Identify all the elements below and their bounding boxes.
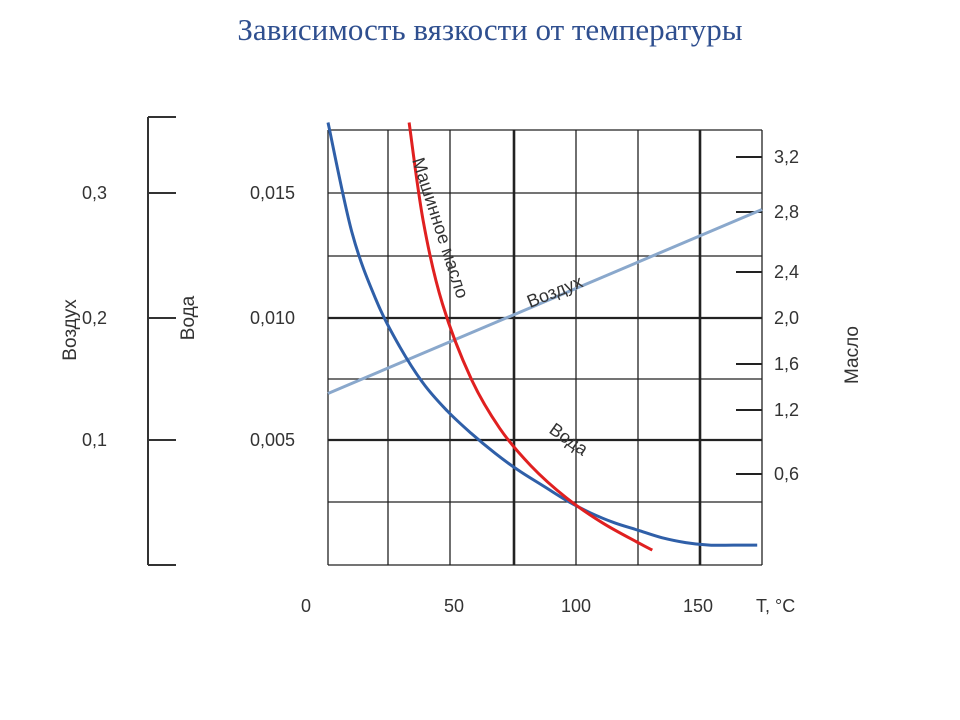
x-tick-label: 100 xyxy=(561,596,591,616)
air-axis-label: Воздух xyxy=(60,299,81,361)
oil-tick-label: 2,8 xyxy=(774,202,799,222)
x-tick-label: 0 xyxy=(301,596,311,616)
x-axis-label: T, °C xyxy=(756,596,795,616)
grid xyxy=(327,129,763,566)
oil-tick-label: 1,6 xyxy=(774,354,799,374)
air-tick-label: 0,2 xyxy=(82,308,107,328)
oil-tick-label: 3,2 xyxy=(774,147,799,167)
series-1-line xyxy=(326,122,758,547)
series-2-line xyxy=(407,122,654,552)
air-tick-label: 0,3 xyxy=(82,183,107,203)
series-0-line xyxy=(327,208,763,395)
oil-tick-label: 2,4 xyxy=(774,262,799,282)
water-axis-label: Вода xyxy=(178,295,199,340)
x-tick-label: 50 xyxy=(444,596,464,616)
oil-tick-label: 2,0 xyxy=(774,308,799,328)
water-tick-label: 0,005 xyxy=(250,430,295,450)
axes xyxy=(147,116,762,566)
x-tick-label: 150 xyxy=(683,596,713,616)
water-curve-label: Вода xyxy=(546,419,593,460)
water-tick-label: 0,010 xyxy=(250,308,295,328)
oil-tick-label: 0,6 xyxy=(774,464,799,484)
oil-curve-label: Машинное масло xyxy=(408,155,472,301)
oil-tick-label: 1,2 xyxy=(774,400,799,420)
water-tick-label: 0,015 xyxy=(250,183,295,203)
oil-axis-label: Масло xyxy=(842,326,863,384)
air-tick-label: 0,1 xyxy=(82,430,107,450)
page-title: Зависимость вязкости от температуры xyxy=(237,12,743,47)
series xyxy=(326,122,763,552)
